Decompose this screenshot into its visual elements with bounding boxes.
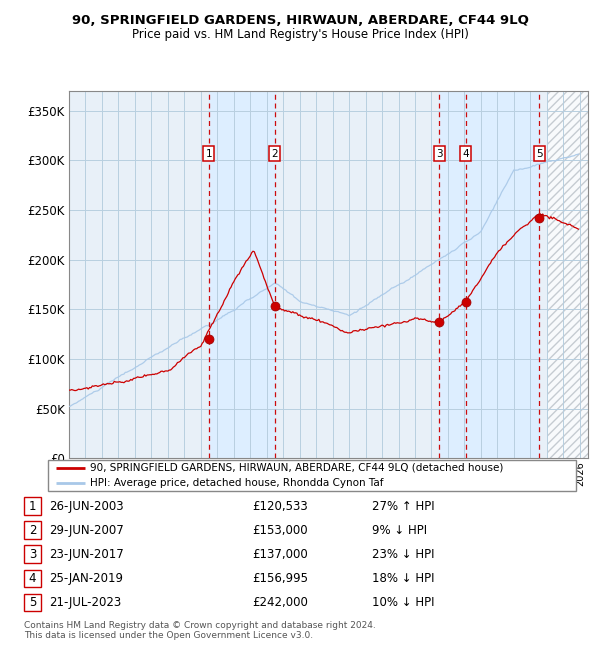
Text: 26-JUN-2003: 26-JUN-2003	[49, 499, 124, 512]
Text: 18% ↓ HPI: 18% ↓ HPI	[372, 572, 434, 585]
Text: 90, SPRINGFIELD GARDENS, HIRWAUN, ABERDARE, CF44 9LQ: 90, SPRINGFIELD GARDENS, HIRWAUN, ABERDA…	[71, 14, 529, 27]
Text: £156,995: £156,995	[252, 572, 308, 585]
Text: 29-JUN-2007: 29-JUN-2007	[49, 524, 124, 537]
Bar	[439, 91, 539, 458]
Text: 3: 3	[436, 149, 443, 159]
Text: 2: 2	[271, 149, 278, 159]
Text: 23% ↓ HPI: 23% ↓ HPI	[372, 547, 434, 560]
Text: 1: 1	[29, 499, 36, 512]
Text: 23-JUN-2017: 23-JUN-2017	[49, 547, 124, 560]
Text: £137,000: £137,000	[252, 547, 308, 560]
Text: 5: 5	[536, 149, 542, 159]
Text: 25-JAN-2019: 25-JAN-2019	[49, 572, 123, 585]
Text: 9% ↓ HPI: 9% ↓ HPI	[372, 524, 427, 537]
Text: 1: 1	[205, 149, 212, 159]
Text: 3: 3	[29, 547, 36, 560]
Text: Contains HM Land Registry data © Crown copyright and database right 2024.
This d: Contains HM Land Registry data © Crown c…	[24, 621, 376, 640]
Text: 90, SPRINGFIELD GARDENS, HIRWAUN, ABERDARE, CF44 9LQ (detached house): 90, SPRINGFIELD GARDENS, HIRWAUN, ABERDA…	[90, 463, 503, 473]
Text: 5: 5	[29, 595, 36, 608]
Text: 21-JUL-2023: 21-JUL-2023	[49, 595, 121, 608]
Bar	[209, 91, 275, 458]
Text: 27% ↑ HPI: 27% ↑ HPI	[372, 499, 434, 512]
Text: £153,000: £153,000	[252, 524, 308, 537]
Text: £120,533: £120,533	[252, 499, 308, 512]
Text: HPI: Average price, detached house, Rhondda Cynon Taf: HPI: Average price, detached house, Rhon…	[90, 478, 384, 488]
Text: 4: 4	[29, 572, 36, 585]
Text: 2: 2	[29, 524, 36, 537]
Text: Price paid vs. HM Land Registry's House Price Index (HPI): Price paid vs. HM Land Registry's House …	[131, 28, 469, 41]
Text: 4: 4	[462, 149, 469, 159]
Text: 10% ↓ HPI: 10% ↓ HPI	[372, 595, 434, 608]
Bar	[547, 91, 588, 458]
Text: £242,000: £242,000	[252, 595, 308, 608]
